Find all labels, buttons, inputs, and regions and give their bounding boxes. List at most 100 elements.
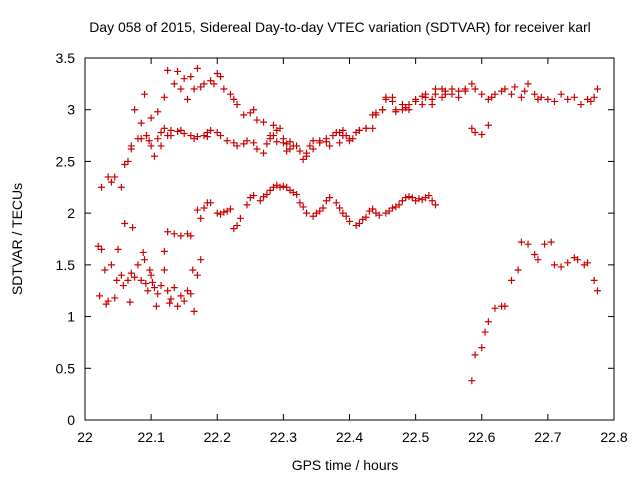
data-point (299, 203, 307, 211)
data-point (570, 93, 578, 101)
data-point (564, 259, 572, 267)
data-point (160, 247, 168, 255)
y-axis: 0 0.5 1 1.5 2 2.5 3 3.5 (56, 50, 614, 428)
y-tick-label: 0 (67, 412, 75, 428)
data-point (584, 259, 592, 267)
data-point (392, 106, 400, 114)
data-point (316, 207, 324, 215)
x-tick-label: 22.7 (534, 429, 561, 445)
data-point (550, 97, 558, 105)
data-point (170, 230, 178, 238)
data-point (180, 297, 188, 305)
data-point (111, 173, 119, 181)
data-point (126, 298, 134, 306)
data-point (336, 139, 344, 147)
data-point (183, 287, 191, 295)
data-point (98, 183, 106, 191)
data-point (557, 90, 565, 98)
data-point (137, 119, 145, 127)
data-point (226, 205, 234, 213)
data-point (137, 135, 145, 143)
data-point (200, 80, 208, 88)
data-point (491, 90, 499, 98)
data-point (147, 142, 155, 150)
data-point (220, 85, 228, 93)
data-point (167, 295, 175, 303)
data-point (147, 271, 155, 279)
data-point (293, 191, 301, 199)
data-point (398, 101, 406, 109)
data-point (157, 142, 165, 150)
data-point (557, 263, 565, 271)
data-point (200, 132, 208, 140)
data-point (142, 279, 150, 287)
data-point (355, 219, 363, 227)
data-point (160, 93, 168, 101)
y-tick-label: 0.5 (56, 360, 76, 376)
data-point (534, 256, 542, 264)
data-point (253, 116, 261, 124)
data-point (524, 240, 532, 248)
data-point (544, 95, 552, 103)
data-point (329, 132, 337, 140)
data-point (260, 149, 268, 157)
data-point (180, 75, 188, 83)
data-point (531, 90, 539, 98)
data-point (471, 128, 479, 136)
y-tick-label: 1.5 (56, 257, 76, 273)
data-point (129, 224, 137, 232)
x-tick-label: 22.2 (204, 429, 231, 445)
data-point (471, 351, 479, 359)
data-point (484, 318, 492, 326)
data-point (590, 276, 598, 284)
data-point (207, 199, 215, 207)
data-point (514, 266, 522, 274)
data-point (402, 194, 410, 202)
data-point (230, 139, 238, 147)
data-point (104, 297, 112, 305)
data-point (550, 261, 558, 269)
data-point (412, 97, 420, 105)
data-point (98, 245, 106, 253)
data-point (157, 282, 165, 290)
data-point (213, 128, 221, 136)
data-point (250, 192, 258, 200)
data-point (276, 183, 284, 191)
data-point (177, 85, 185, 93)
y-tick-label: 2.5 (56, 153, 76, 169)
data-point (233, 101, 241, 109)
data-point (139, 248, 147, 256)
data-point (425, 192, 433, 200)
plot-frame (84, 57, 615, 421)
data-point (471, 85, 479, 93)
data-point (369, 205, 377, 213)
data-point (207, 126, 215, 134)
data-point (250, 139, 258, 147)
data-point (177, 126, 185, 134)
data-point (481, 328, 489, 336)
data-point (388, 204, 396, 212)
data-point (438, 93, 446, 101)
data-point (326, 142, 334, 150)
x-tick-label: 22.3 (270, 429, 297, 445)
data-point (217, 132, 225, 140)
data-point (154, 290, 162, 298)
data-point (107, 178, 115, 186)
data-point (164, 287, 172, 295)
data-point (197, 256, 205, 264)
data-point (455, 93, 463, 101)
data-point (388, 93, 396, 101)
data-point (148, 278, 156, 286)
data-point (326, 194, 334, 202)
data-point (121, 161, 129, 169)
data-point (362, 124, 370, 132)
data-points (94, 64, 601, 385)
data-point (104, 173, 112, 181)
data-point (145, 137, 153, 145)
data-point (114, 245, 122, 253)
data-point (478, 344, 486, 352)
data-point (339, 126, 347, 134)
data-point (142, 132, 150, 140)
